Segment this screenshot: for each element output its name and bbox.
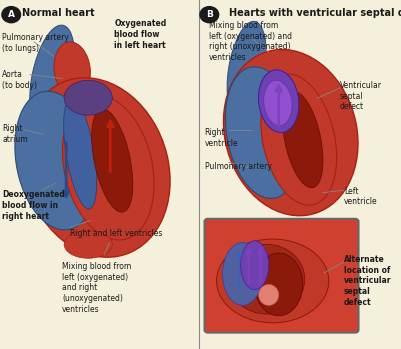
- Text: B: B: [206, 10, 213, 19]
- Text: Pulmonary artery
(to lungs): Pulmonary artery (to lungs): [2, 33, 69, 53]
- Text: Right
atrium: Right atrium: [2, 124, 28, 144]
- Text: Mixing blood from
left (oxygenated) and
right (unoxygenated)
ventricles: Mixing blood from left (oxygenated) and …: [209, 21, 292, 62]
- Ellipse shape: [15, 91, 97, 230]
- Text: Left
ventricle: Left ventricle: [344, 187, 378, 207]
- Circle shape: [199, 6, 219, 23]
- Ellipse shape: [92, 109, 133, 212]
- Text: Right and left ventricles: Right and left ventricles: [70, 229, 162, 238]
- Ellipse shape: [64, 230, 112, 258]
- Ellipse shape: [223, 243, 263, 305]
- Text: Ventricular
septal
defect: Ventricular septal defect: [340, 81, 382, 111]
- Text: Oxygenated
blood flow
in left heart: Oxygenated blood flow in left heart: [114, 19, 166, 50]
- Text: Hearts with ventricular septal defects: Hearts with ventricular septal defects: [229, 8, 401, 18]
- Ellipse shape: [261, 74, 337, 205]
- Text: A: A: [8, 10, 15, 19]
- Ellipse shape: [241, 241, 269, 290]
- Text: Alternate
location of
ventricular
septal
defect: Alternate location of ventricular septal…: [344, 255, 391, 307]
- Ellipse shape: [54, 42, 90, 98]
- Text: Deoxygenated
blood flow in
right heart: Deoxygenated blood flow in right heart: [2, 190, 65, 221]
- Ellipse shape: [259, 70, 299, 133]
- Text: Pulmonary artery: Pulmonary artery: [205, 162, 271, 171]
- Ellipse shape: [227, 21, 266, 118]
- Ellipse shape: [255, 253, 303, 316]
- Ellipse shape: [64, 80, 112, 115]
- Text: Right
ventricle: Right ventricle: [205, 128, 238, 148]
- Ellipse shape: [22, 78, 170, 257]
- Text: Aorta
(to body): Aorta (to body): [2, 70, 37, 90]
- Ellipse shape: [264, 80, 292, 126]
- Text: Mixing blood from
left (oxygenated)
and right
(unoxygenated)
ventricles: Mixing blood from left (oxygenated) and …: [62, 262, 132, 314]
- FancyBboxPatch shape: [205, 219, 358, 333]
- Circle shape: [1, 6, 21, 23]
- Text: Normal heart: Normal heart: [22, 8, 95, 18]
- Ellipse shape: [64, 98, 97, 209]
- Ellipse shape: [30, 25, 75, 128]
- Ellipse shape: [217, 239, 329, 323]
- Ellipse shape: [259, 284, 279, 305]
- Ellipse shape: [63, 95, 154, 240]
- Ellipse shape: [282, 91, 323, 188]
- Ellipse shape: [223, 50, 358, 216]
- Ellipse shape: [225, 67, 300, 199]
- Ellipse shape: [229, 244, 305, 314]
